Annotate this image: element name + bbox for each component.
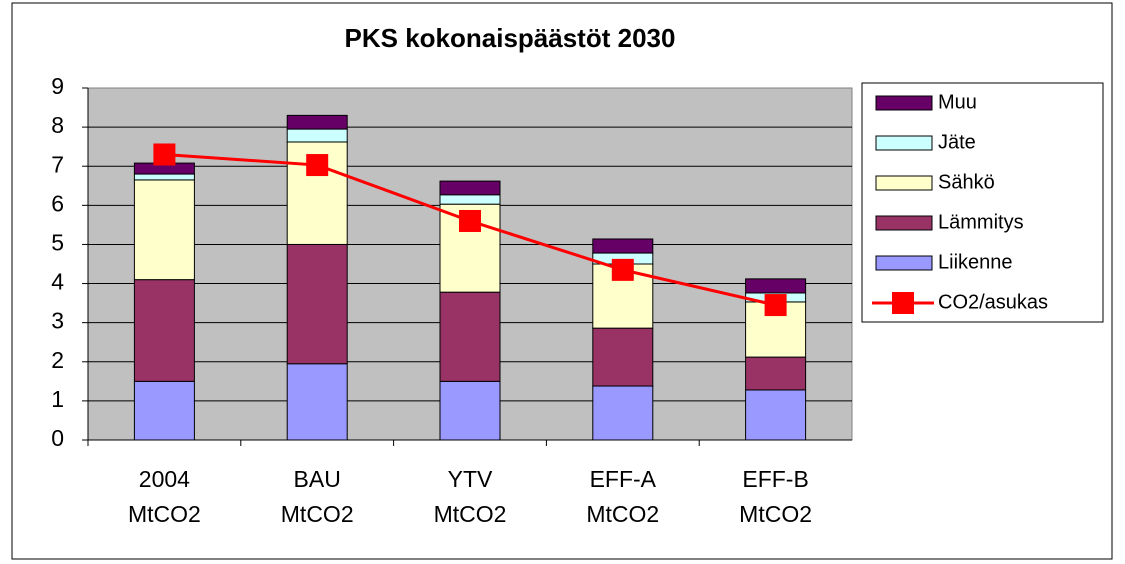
bar-segment (133, 279, 195, 382)
y-tick-label: 6 (51, 190, 64, 216)
bar-segment (592, 238, 654, 254)
bar-segment (745, 389, 807, 441)
legend-box (861, 82, 1104, 323)
y-tick-label: 7 (51, 151, 64, 177)
line-marker (306, 154, 329, 177)
bar-segment (133, 173, 195, 181)
x-tick-label: 2004 MtCO2 (127, 466, 201, 527)
bar-segment (592, 327, 654, 387)
line-marker (764, 294, 787, 317)
bar-segment (439, 291, 501, 382)
bar-segment (592, 385, 654, 441)
y-tick-label: 1 (51, 386, 64, 412)
x-tick-label: EFF-B MtCO2 (739, 466, 813, 527)
y-tick-label: 9 (51, 73, 64, 99)
legend-swatch (875, 215, 933, 231)
bar-segment (439, 380, 501, 441)
y-tick-label: 3 (51, 308, 64, 334)
x-tick-label: EFF-A MtCO2 (586, 466, 660, 527)
bar-segment (745, 278, 807, 294)
legend-label: Sähkö (938, 171, 995, 193)
legend-marker (892, 292, 914, 314)
y-tick-label: 8 (51, 112, 64, 138)
line-marker (459, 209, 481, 232)
y-tick-label: 4 (51, 269, 64, 295)
y-tick-label: 2 (51, 347, 64, 373)
legend-swatch (875, 175, 933, 191)
bar-segment (286, 114, 348, 130)
legend-label: Lämmitys (938, 211, 1024, 233)
line-marker (611, 258, 634, 281)
legend-label: Muu (938, 91, 977, 113)
line-marker (153, 143, 176, 166)
bar-segment (745, 356, 807, 391)
x-tick-label: YTV MtCO2 (433, 466, 507, 527)
legend-label: CO2/asukas (938, 291, 1048, 313)
x-tick-label: BAU MtCO2 (280, 466, 354, 527)
bar-segment (133, 179, 195, 281)
bar-segment (439, 194, 501, 205)
bar-segment (286, 243, 348, 365)
bar-segment (439, 180, 501, 196)
bar-segment (286, 128, 348, 143)
legend-swatch (875, 135, 933, 151)
legend-label: Liikenne (938, 251, 1013, 273)
chart-title: PKS kokonaispäästöt 2030 (345, 23, 676, 53)
bar-segment (286, 363, 348, 441)
legend-label: Jäte (938, 131, 976, 153)
bar-segment (133, 380, 195, 441)
y-tick-label: 0 (51, 425, 64, 451)
legend-swatch (875, 95, 933, 111)
y-tick-label: 5 (51, 230, 64, 256)
legend-swatch (875, 255, 933, 271)
